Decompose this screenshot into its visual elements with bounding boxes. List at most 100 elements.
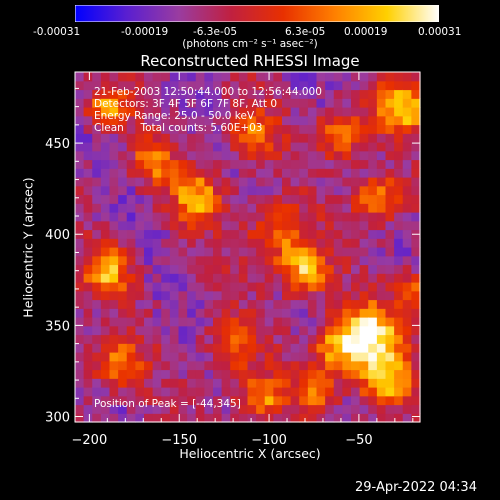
heatmap-cell (385, 177, 395, 187)
heatmap-cell (264, 220, 274, 231)
heatmap-cell (230, 124, 240, 134)
heatmap-cell (394, 308, 404, 318)
heatmap-cell (264, 378, 274, 388)
heatmap-cell (307, 115, 318, 126)
heatmap-cell (307, 185, 318, 196)
heatmap-cell (213, 133, 223, 143)
heatmap-cell (273, 212, 283, 222)
heatmap-cell (161, 299, 171, 309)
heatmap-cell (411, 343, 421, 353)
heatmap-cell (247, 334, 257, 344)
heatmap-cell (152, 413, 162, 423)
heatmap-cell (394, 404, 404, 414)
heatmap-cell (299, 177, 309, 187)
heatmap-cell (178, 369, 188, 379)
heatmap-cell (333, 220, 343, 231)
heatmap-cell (161, 194, 171, 204)
heatmap-cell (282, 89, 292, 99)
heatmap-cell (325, 369, 335, 379)
heatmap-cell (359, 369, 369, 379)
heatmap-cell (342, 229, 352, 239)
heatmap-cell (135, 282, 145, 292)
heatmap-cell (126, 404, 136, 414)
heatmap-cell (118, 325, 128, 336)
heatmap-cell (152, 343, 162, 353)
heatmap-cell (316, 229, 326, 239)
heatmap-cell (273, 334, 283, 344)
x-tick-label: −200 (72, 433, 108, 448)
heatmap-cell (247, 343, 257, 353)
heatmap-cell (342, 308, 352, 318)
heatmap-cell (256, 282, 266, 292)
heatmap-cell (161, 413, 171, 423)
heatmap-cell (161, 369, 171, 379)
heatmap-cell (126, 133, 136, 143)
heatmap-cell (316, 387, 326, 397)
heatmap-cell (325, 98, 335, 108)
heatmap-cell (359, 115, 369, 126)
heatmap-cell (316, 98, 326, 108)
heatmap-cell (273, 325, 283, 336)
heatmap-cell (282, 185, 292, 196)
heatmap-cell (359, 203, 369, 213)
heatmap-cell (92, 360, 102, 371)
heatmap-cell (238, 395, 249, 406)
heatmap-cell (411, 185, 421, 196)
heatmap-cell (325, 220, 335, 231)
heatmap-cell (152, 185, 162, 196)
heatmap-cell (187, 80, 197, 91)
heatmap-cell (351, 238, 361, 248)
heatmap-cell (316, 80, 326, 91)
heatmap-cell (221, 142, 231, 152)
heatmap-cell (359, 177, 369, 187)
heatmap-cell (230, 282, 240, 292)
heatmap-cell (221, 150, 231, 161)
heatmap-cell (376, 360, 387, 371)
heatmap-cell (333, 255, 343, 266)
heatmap-cell (109, 273, 119, 283)
heatmap-cell (290, 185, 300, 196)
heatmap-cell (359, 264, 369, 274)
heatmap-cell (325, 334, 335, 344)
heatmap-cell (238, 177, 249, 187)
colorbar-tick: -0.00019 (121, 26, 169, 38)
heatmap-cell (376, 264, 387, 274)
heatmap-cell (368, 352, 378, 362)
heatmap-cell (402, 185, 412, 196)
heatmap-cell (264, 238, 274, 248)
y-tick-label: 450 (45, 137, 70, 152)
heatmap-cell (169, 98, 180, 108)
heatmap-cell (221, 124, 231, 134)
heatmap-cell (359, 89, 369, 99)
heatmap-cell (307, 238, 318, 248)
heatmap-cell (264, 369, 274, 379)
heatmap-cell (333, 334, 343, 344)
heatmap-cell (187, 247, 197, 257)
heatmap-cell (238, 72, 249, 82)
heatmap-cell (126, 177, 136, 187)
heatmap-cell (75, 325, 85, 336)
heatmap-cell (402, 203, 412, 213)
heatmap-cell (230, 238, 240, 248)
heatmap-cell (109, 369, 119, 379)
heatmap-cell (307, 343, 318, 353)
heatmap-cell (299, 255, 309, 266)
heatmap-cell (204, 290, 214, 301)
heatmap-cell (342, 142, 352, 152)
heatmap-cell (238, 387, 249, 397)
heatmap-cell (135, 203, 145, 213)
heatmap-cell (368, 98, 378, 108)
heatmap-cell (282, 124, 292, 134)
heatmap-cell (325, 413, 335, 423)
heatmap-cell (169, 168, 180, 178)
heatmap-cell (187, 133, 197, 143)
heatmap-cell (273, 168, 283, 178)
heatmap-cell (394, 413, 404, 423)
heatmap-cell (376, 238, 387, 248)
heatmap-cell (100, 98, 111, 108)
heatmap-cell (178, 177, 188, 187)
heatmap-cell (178, 334, 188, 344)
colorbar-tick: 0.00019 (344, 26, 388, 38)
heatmap-cell (238, 133, 249, 143)
